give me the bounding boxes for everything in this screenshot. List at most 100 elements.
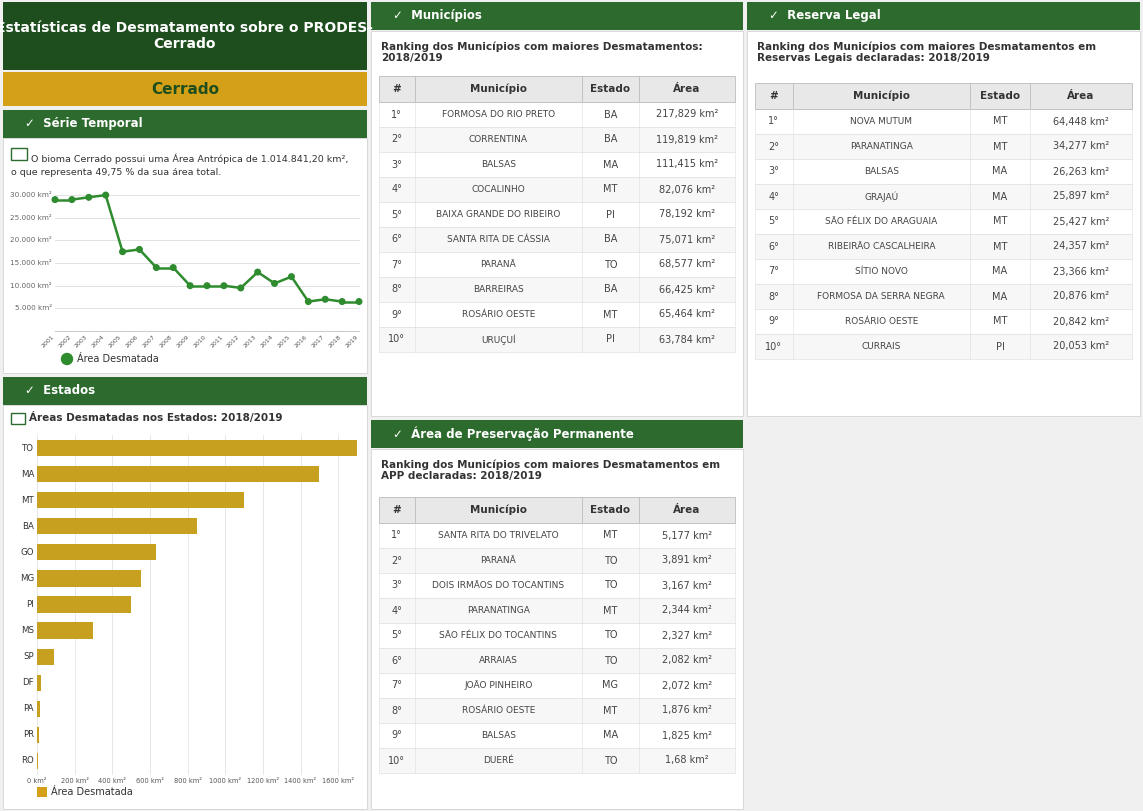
Text: ROSÁRIO OESTE: ROSÁRIO OESTE xyxy=(462,706,535,715)
Text: 9°: 9° xyxy=(391,310,402,320)
Text: 2003: 2003 xyxy=(74,334,89,349)
Text: Área: Área xyxy=(673,84,701,94)
Text: MT: MT xyxy=(993,217,1007,226)
Text: ✓  Estados: ✓ Estados xyxy=(25,384,95,397)
Bar xyxy=(371,31,743,416)
Text: 4°: 4° xyxy=(391,184,402,195)
Bar xyxy=(748,2,1140,30)
Text: Município: Município xyxy=(470,504,527,515)
Text: Município: Município xyxy=(470,84,527,94)
Text: 2015: 2015 xyxy=(277,334,291,349)
Text: MT: MT xyxy=(993,141,1007,152)
Text: 65,464 km²: 65,464 km² xyxy=(660,310,714,320)
Text: DF: DF xyxy=(23,678,34,687)
Circle shape xyxy=(221,283,226,289)
Bar xyxy=(379,302,735,327)
Bar xyxy=(756,309,1132,334)
Text: Ranking dos Municípios com maiores Desmatamentos em
APP declaradas: 2018/2019: Ranking dos Municípios com maiores Desma… xyxy=(381,459,720,481)
Bar xyxy=(11,148,27,160)
Text: 2018: 2018 xyxy=(328,334,342,349)
Text: #: # xyxy=(392,505,401,515)
Text: 2°: 2° xyxy=(391,556,402,565)
Bar xyxy=(379,152,735,177)
Text: 64,448 km²: 64,448 km² xyxy=(1053,117,1109,127)
Text: 2,344 km²: 2,344 km² xyxy=(662,606,712,616)
Text: MA: MA xyxy=(992,291,1008,302)
Text: PI: PI xyxy=(606,209,615,220)
Bar xyxy=(37,701,40,717)
Bar xyxy=(379,648,735,673)
Text: 20,053 km²: 20,053 km² xyxy=(1053,341,1109,351)
Text: 2006: 2006 xyxy=(125,334,139,349)
Text: 1°: 1° xyxy=(768,117,780,127)
Bar xyxy=(3,138,367,373)
Circle shape xyxy=(153,264,159,270)
Text: Ranking dos Municípios com maiores Desmatamentos em
Reservas Legais declaradas: : Ranking dos Municípios com maiores Desma… xyxy=(757,41,1096,63)
Text: FORMOSA DA SERRA NEGRA: FORMOSA DA SERRA NEGRA xyxy=(817,292,945,301)
Text: 1000 km²: 1000 km² xyxy=(209,778,241,784)
Text: DUERÉ: DUERÉ xyxy=(482,756,513,765)
Text: MT: MT xyxy=(993,242,1007,251)
Bar xyxy=(37,675,41,691)
Text: MT: MT xyxy=(604,706,617,715)
Text: 2,082 km²: 2,082 km² xyxy=(662,655,712,666)
Text: TO: TO xyxy=(604,655,617,666)
Circle shape xyxy=(86,195,91,200)
Bar xyxy=(379,673,735,698)
Text: 15.000 km²: 15.000 km² xyxy=(10,260,51,266)
Text: RIBEIRÃO CASCALHEIRA: RIBEIRÃO CASCALHEIRA xyxy=(828,242,935,251)
Text: 2001: 2001 xyxy=(40,334,55,349)
Bar xyxy=(379,127,735,152)
Text: ✓  Reserva Legal: ✓ Reserva Legal xyxy=(769,10,881,23)
Circle shape xyxy=(187,283,193,289)
Circle shape xyxy=(103,192,109,198)
Text: o que representa 49,75 % da sua área total.: o que representa 49,75 % da sua área tot… xyxy=(11,168,222,177)
Text: ✓  Área de Preservação Permanente: ✓ Área de Preservação Permanente xyxy=(393,427,634,441)
Text: 1200 km²: 1200 km² xyxy=(247,778,279,784)
Text: 10°: 10° xyxy=(389,334,406,345)
Text: TO: TO xyxy=(604,556,617,565)
Bar xyxy=(379,102,735,127)
Text: SANTA RITA DO TRIVELATO: SANTA RITA DO TRIVELATO xyxy=(438,531,559,540)
Circle shape xyxy=(272,281,278,286)
Bar xyxy=(37,518,197,534)
Bar xyxy=(3,2,367,70)
Text: SÃO FÉLIX DO TOCANTINS: SÃO FÉLIX DO TOCANTINS xyxy=(439,631,557,640)
Bar xyxy=(37,649,54,665)
Text: 2,072 km²: 2,072 km² xyxy=(662,680,712,690)
Text: TO: TO xyxy=(604,260,617,269)
Text: CORRENTINA: CORRENTINA xyxy=(469,135,528,144)
Circle shape xyxy=(120,249,126,255)
Text: MT: MT xyxy=(604,184,617,195)
Bar xyxy=(37,596,131,612)
Text: BALSAS: BALSAS xyxy=(481,160,515,169)
Bar xyxy=(371,420,743,448)
Text: 3°: 3° xyxy=(768,166,780,177)
Text: MT: MT xyxy=(604,606,617,616)
Text: 400 km²: 400 km² xyxy=(98,778,126,784)
Bar xyxy=(756,159,1132,184)
Text: MT: MT xyxy=(993,316,1007,327)
Text: GRAJAÚ: GRAJAÚ xyxy=(864,191,898,202)
Bar xyxy=(379,548,735,573)
Circle shape xyxy=(62,354,72,364)
Bar xyxy=(37,623,94,638)
Text: TO: TO xyxy=(604,581,617,590)
Text: 9°: 9° xyxy=(391,731,402,740)
Text: PARANATINGA: PARANATINGA xyxy=(850,142,913,151)
Text: ARRAIAS: ARRAIAS xyxy=(479,656,518,665)
Text: 63,784 km²: 63,784 km² xyxy=(660,334,714,345)
Text: 25.000 km²: 25.000 km² xyxy=(10,215,51,221)
Text: Estado: Estado xyxy=(980,91,1020,101)
Text: 2013: 2013 xyxy=(243,334,257,349)
Text: MA: MA xyxy=(992,267,1008,277)
Bar xyxy=(379,177,735,202)
Text: Estado: Estado xyxy=(590,84,631,94)
Text: 3,167 km²: 3,167 km² xyxy=(662,581,712,590)
Circle shape xyxy=(322,297,328,302)
Circle shape xyxy=(357,298,362,304)
Bar xyxy=(756,334,1132,359)
Bar xyxy=(379,623,735,648)
Text: 1,876 km²: 1,876 km² xyxy=(662,706,712,715)
Text: 24,357 km²: 24,357 km² xyxy=(1053,242,1109,251)
